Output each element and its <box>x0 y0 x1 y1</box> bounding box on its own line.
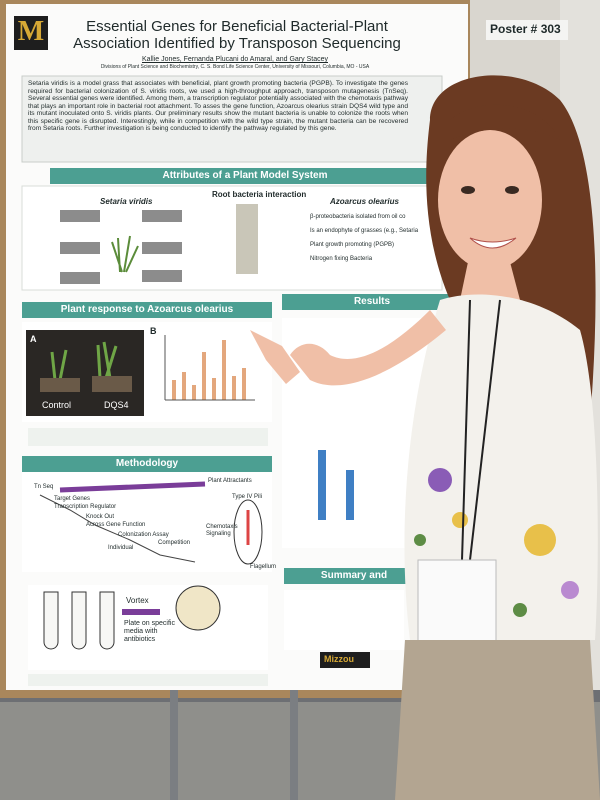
bullet: Nitrogen fixing Bacteria <box>310 256 373 262</box>
assay-panel <box>28 585 268 670</box>
results-figure <box>318 450 354 520</box>
abstract-box <box>21 75 443 163</box>
poster-title: Essential Genes for Beneficial Bacterial… <box>73 18 401 53</box>
mizzou-box <box>320 652 370 668</box>
bullet: Is an endophyte of grasses (e.g., Setari… <box>310 228 419 234</box>
subheading: Azoarcus olearius <box>330 197 399 206</box>
easel-leg <box>290 690 298 800</box>
caption-box <box>28 674 268 686</box>
flow-step: Individual <box>108 545 134 551</box>
petri-dish <box>175 585 221 631</box>
subheading: Root bacteria interaction <box>212 190 307 199</box>
photo-label: DQS4 <box>104 400 129 410</box>
section-header: Summary and <box>284 568 424 584</box>
diagram-box <box>60 272 100 284</box>
flow-step: Target Genes <box>54 496 91 502</box>
section-header: Methodology <box>22 456 272 472</box>
assay-label: Plate on specific media with antibiotics <box>124 620 175 644</box>
photo-label: Control <box>42 400 72 410</box>
flow-label: Plant Attractants <box>208 478 252 484</box>
panel-label: B <box>150 326 157 336</box>
results-panel <box>282 318 432 548</box>
method-arrow <box>59 481 206 493</box>
abstract: Setaria viridis is a model grass that as… <box>28 80 408 133</box>
tubes <box>43 591 115 650</box>
carpet <box>0 700 600 800</box>
flow-step: Transcription Regulator <box>54 504 117 510</box>
subheading: Setaria viridis <box>100 197 153 206</box>
flow-line <box>39 494 196 563</box>
bar-chart-figure <box>172 340 246 400</box>
bullet: β-proteobacteria isolated from oil co <box>310 214 406 220</box>
bullet: Plant growth promoting (PGPB) <box>310 242 395 248</box>
section-header: Results <box>282 294 462 310</box>
board-edge <box>470 0 560 690</box>
flow-label: Flagellum <box>250 564 277 570</box>
assay-label: Vortex <box>126 596 149 605</box>
flow-step: Across Gene Function <box>86 522 146 528</box>
flow-step: Competition <box>158 540 191 546</box>
summary-panel <box>284 590 404 650</box>
flow-step: Colonization Assay <box>118 532 169 538</box>
flow-step: Knock Out <box>86 514 115 520</box>
section-header: Plant response to Azoarcus olearius <box>22 302 272 318</box>
poster-number: Poster # 303 <box>490 22 561 36</box>
flow-label: Type IV Pili <box>232 494 263 500</box>
diagram-box <box>142 270 182 282</box>
pot <box>92 376 132 392</box>
panel-label: A <box>30 334 37 344</box>
flow-step: Tn Seq <box>34 484 54 490</box>
diagram-box <box>60 210 100 222</box>
authors: Kallie Jones, Fernanda Plucani do Amaral… <box>142 56 328 63</box>
affiliation: Divisions of Plant Science and Biochemis… <box>100 64 370 70</box>
pot <box>40 378 80 392</box>
diagram-box <box>60 242 100 254</box>
flow-label: Chemotaxis Signaling <box>206 524 238 537</box>
footer-logo: Mizzou <box>324 654 354 664</box>
easel-leg <box>170 690 178 800</box>
root-drawing <box>236 204 258 274</box>
diagram-box <box>142 242 182 254</box>
grass-drawing <box>111 235 139 273</box>
logo: M <box>17 16 45 47</box>
number-card <box>486 20 568 40</box>
section-header: Attributes of a Plant Model System <box>50 168 440 184</box>
seedlings <box>50 341 118 381</box>
diagram-box <box>142 210 182 222</box>
plant-photo <box>26 330 144 416</box>
logo-box <box>14 16 48 50</box>
caption-box <box>28 428 268 446</box>
